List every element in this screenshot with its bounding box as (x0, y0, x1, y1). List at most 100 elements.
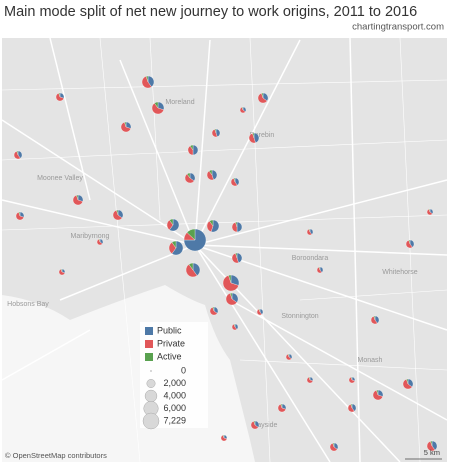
pie-slice (233, 177, 236, 183)
pie-slice (350, 403, 353, 409)
pie-slice (257, 93, 268, 104)
pie-slice (230, 178, 238, 187)
pie-slice (13, 151, 21, 160)
pie-slice (235, 221, 238, 228)
pie-slice (428, 208, 431, 213)
pie-markers (13, 75, 438, 452)
size-circle (146, 379, 156, 388)
pie-slice (18, 211, 21, 217)
pie-slice (231, 253, 239, 264)
pie-slice (308, 228, 311, 233)
legend-swatch (145, 353, 153, 361)
pie-slice (208, 169, 213, 176)
legend: Public Private Active 0 2,000 4,000 6,000 7,229 (142, 325, 186, 430)
pie-slice (209, 307, 218, 316)
pie-slice (15, 212, 24, 221)
pie-slice (347, 404, 355, 413)
pie-slice (229, 292, 233, 300)
size-label: 6,000 (163, 403, 186, 413)
pie-slice (373, 315, 376, 321)
pie-slice (186, 228, 196, 241)
place-label: Moonee Valley (37, 175, 83, 182)
legend-label: Active (157, 351, 182, 361)
pie-slice (116, 209, 119, 216)
pie-slice (253, 420, 256, 426)
pie-slice (370, 316, 378, 325)
size-circle (150, 370, 152, 372)
size-label: 0 (181, 365, 186, 375)
size-circle (142, 412, 160, 430)
pie-slice (58, 268, 66, 276)
pie-slice (72, 195, 83, 206)
pie-slice (277, 404, 286, 413)
pie-slice (372, 390, 383, 401)
pie-slice (112, 210, 123, 221)
pie-slice (76, 194, 79, 201)
pie-slice (209, 219, 214, 227)
pie-slice (171, 240, 177, 249)
size-label: 2,000 (163, 378, 186, 388)
pie-slice (169, 218, 174, 226)
pie-slice (151, 102, 164, 115)
pie-slice (406, 378, 409, 385)
place-label: Darebin (250, 132, 275, 139)
pie-slice (261, 92, 264, 99)
pie-slice (350, 376, 353, 381)
size-label: 7,229 (163, 415, 186, 425)
pie-slice (154, 101, 159, 109)
pie-slice (306, 376, 314, 384)
pie-slice (188, 262, 194, 271)
attribution: © OpenStreetMap contributors (5, 451, 107, 460)
scale-label: 5 km (424, 448, 440, 457)
place-label: Stonnington (281, 313, 318, 320)
pie-slice (329, 443, 338, 452)
pie-slice (252, 132, 255, 139)
pie-slice (120, 122, 131, 133)
size-circle (144, 389, 158, 403)
pie-slice (192, 144, 199, 156)
title: Main mode split of net new journey to wo… (4, 4, 417, 20)
pie-slice (124, 121, 127, 128)
place-label: Whitehorse (382, 269, 418, 276)
pie-slice (250, 421, 259, 430)
legend-swatch (145, 327, 153, 335)
pie-slice (280, 403, 283, 409)
pie-slice (212, 306, 215, 312)
place-labels: Moonee Valley Moreland Darebin Maribyrnong B… (7, 99, 418, 429)
pie-slice (98, 238, 101, 243)
pie-slice (318, 266, 321, 271)
pie-slice (233, 323, 236, 328)
pie-slice (235, 252, 238, 259)
pie-slice (141, 76, 152, 89)
pie-slice (228, 274, 232, 284)
pie-slice (408, 239, 411, 245)
place-label: Boroondara (292, 255, 329, 262)
pie-slice (16, 150, 19, 156)
pie-slice (60, 268, 63, 273)
pie-slice (258, 308, 261, 313)
pie-slice (58, 92, 61, 98)
pie-slice (225, 293, 238, 306)
place-label: Hobsons Bay (7, 301, 49, 308)
pie-slice (426, 441, 436, 452)
pie-slice (186, 172, 191, 179)
place-label: Bayside (253, 422, 278, 429)
legend-label: Public (157, 325, 182, 335)
pie-slice (184, 173, 195, 184)
pie-slice (55, 93, 64, 102)
pie-slice (183, 228, 207, 252)
pie-slice (189, 144, 194, 151)
pie-slice (145, 75, 149, 83)
pie-slice (287, 353, 290, 358)
pie-slice (171, 240, 184, 256)
pie-slice (348, 376, 356, 384)
pie-slice (220, 434, 228, 442)
place-label: Monash (358, 357, 383, 364)
pie-slice (241, 106, 244, 111)
pie-slice (430, 440, 433, 447)
pie-slice (169, 218, 180, 232)
pie-slice (405, 240, 413, 249)
pie-slice (376, 389, 379, 396)
pie-slice (222, 275, 239, 292)
